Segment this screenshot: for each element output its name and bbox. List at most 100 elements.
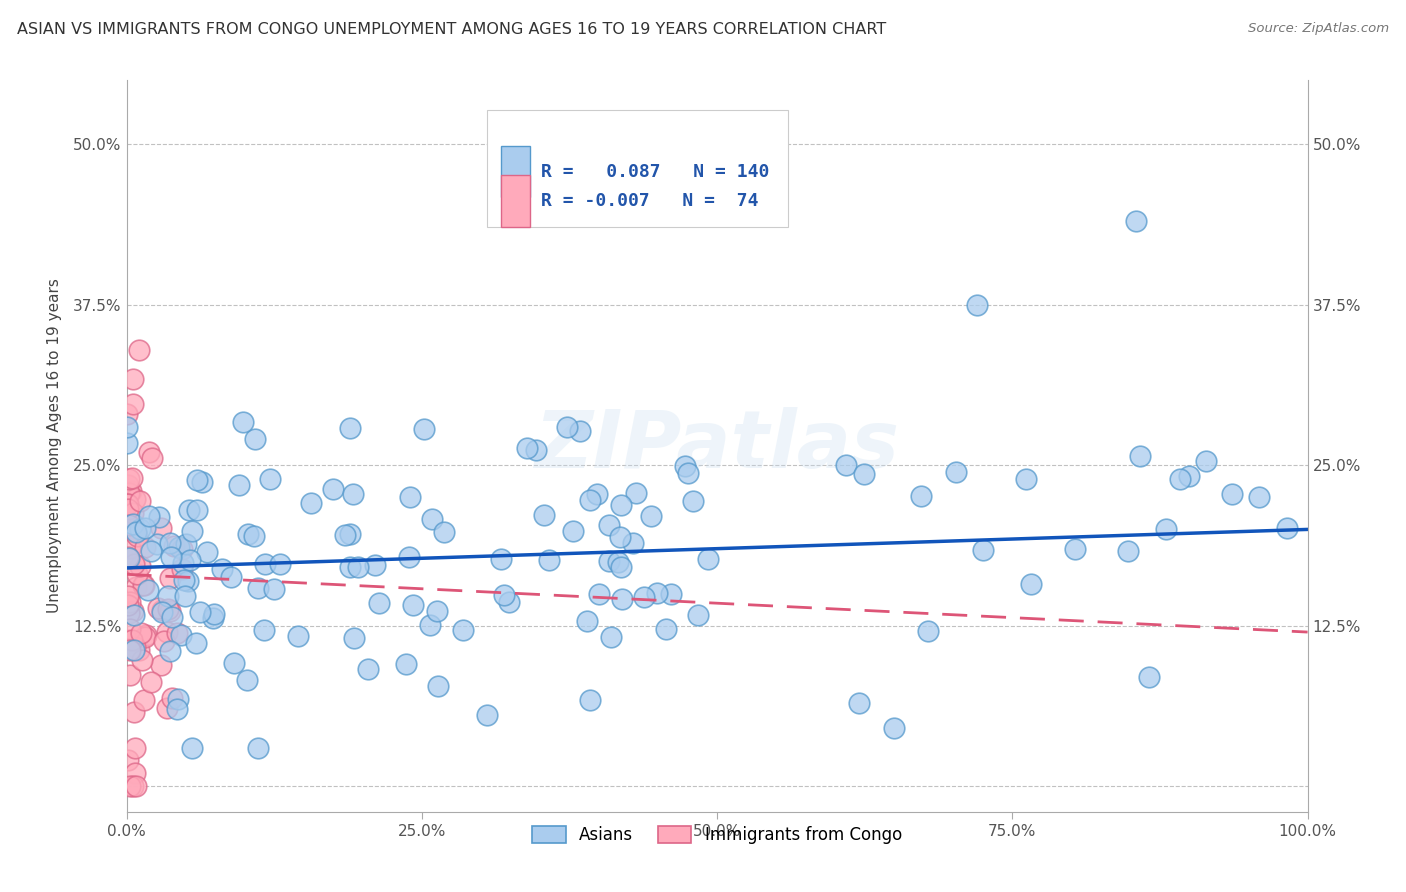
Point — [159, 644, 181, 658]
Point — [1125, 214, 1147, 228]
Point — [122, 603, 145, 617]
Point — [149, 657, 172, 672]
Point — [633, 591, 655, 605]
Point — [117, 753, 139, 767]
Bar — [486, 110, 787, 227]
Point — [125, 528, 148, 542]
Point — [167, 691, 190, 706]
Point — [125, 524, 148, 539]
Point — [160, 609, 183, 624]
Point — [120, 779, 142, 793]
Point — [190, 475, 212, 489]
Point — [159, 550, 181, 565]
Point — [167, 540, 190, 554]
Point — [122, 372, 145, 386]
Point — [917, 624, 939, 639]
Point — [120, 541, 142, 555]
Point — [156, 602, 179, 616]
Point — [134, 578, 156, 592]
Point — [299, 496, 322, 510]
Point — [1195, 454, 1218, 468]
Point — [181, 740, 204, 755]
Point — [402, 598, 425, 612]
Point — [186, 503, 208, 517]
Point — [120, 667, 142, 681]
Point — [219, 570, 242, 584]
Point — [117, 407, 139, 421]
Point — [586, 487, 609, 501]
Point — [150, 602, 173, 616]
Point — [118, 485, 141, 500]
Point — [174, 537, 197, 551]
Point — [156, 701, 179, 715]
Point — [655, 622, 678, 636]
Point — [1019, 576, 1042, 591]
Point — [561, 524, 583, 539]
Point — [368, 596, 391, 610]
Point — [186, 636, 208, 650]
Point — [146, 537, 169, 551]
Point — [1178, 469, 1201, 483]
Point — [173, 589, 195, 603]
Point — [848, 696, 870, 710]
Point — [117, 497, 139, 511]
Point — [122, 517, 145, 532]
Point — [156, 624, 179, 639]
Point — [610, 499, 633, 513]
Point — [1275, 521, 1298, 535]
Point — [1222, 487, 1244, 501]
Bar — [501, 146, 530, 197]
Point — [179, 503, 201, 517]
Point — [163, 539, 186, 553]
Point — [835, 458, 858, 472]
Point — [118, 472, 141, 486]
Point — [1129, 449, 1152, 463]
Point — [132, 578, 155, 592]
Point — [124, 766, 146, 780]
Point — [263, 582, 285, 596]
Text: ASIAN VS IMMIGRANTS FROM CONGO UNEMPLOYMENT AMONG AGES 16 TO 19 YEARS CORRELATIO: ASIAN VS IMMIGRANTS FROM CONGO UNEMPLOYM… — [17, 22, 886, 37]
Point — [253, 557, 276, 571]
Point — [138, 509, 160, 524]
Point — [118, 642, 141, 657]
Point — [682, 494, 704, 508]
Point — [122, 524, 145, 539]
Point — [117, 589, 139, 603]
Point — [364, 558, 387, 573]
Y-axis label: Unemployment Among Ages 16 to 19 years: Unemployment Among Ages 16 to 19 years — [46, 278, 62, 614]
Point — [395, 657, 418, 672]
Point — [533, 508, 555, 522]
Point — [645, 585, 668, 599]
Point — [339, 421, 361, 435]
Point — [138, 445, 160, 459]
Point — [118, 642, 141, 657]
Point — [186, 473, 208, 487]
Point — [124, 557, 146, 571]
Point — [610, 592, 633, 607]
Point — [427, 679, 450, 693]
Point — [134, 541, 156, 555]
Point — [150, 605, 173, 619]
Point — [347, 560, 370, 574]
Point — [181, 524, 204, 539]
Point — [124, 491, 146, 506]
Legend: Asians, Immigrants from Congo: Asians, Immigrants from Congo — [526, 820, 908, 851]
Point — [598, 554, 620, 568]
Point — [141, 450, 163, 465]
Point — [118, 595, 141, 609]
Text: R = -0.007   N =  74: R = -0.007 N = 74 — [541, 192, 759, 210]
Point — [117, 520, 139, 534]
Point — [122, 642, 145, 657]
Point — [588, 587, 610, 601]
Point — [398, 490, 420, 504]
Point — [170, 542, 193, 557]
Point — [606, 555, 628, 569]
Point — [162, 691, 184, 706]
Point — [117, 550, 139, 565]
Point — [122, 397, 145, 411]
Point — [132, 692, 155, 706]
Text: Source: ZipAtlas.com: Source: ZipAtlas.com — [1249, 22, 1389, 36]
Point — [451, 623, 474, 637]
Point — [339, 527, 361, 541]
Point — [124, 640, 146, 655]
